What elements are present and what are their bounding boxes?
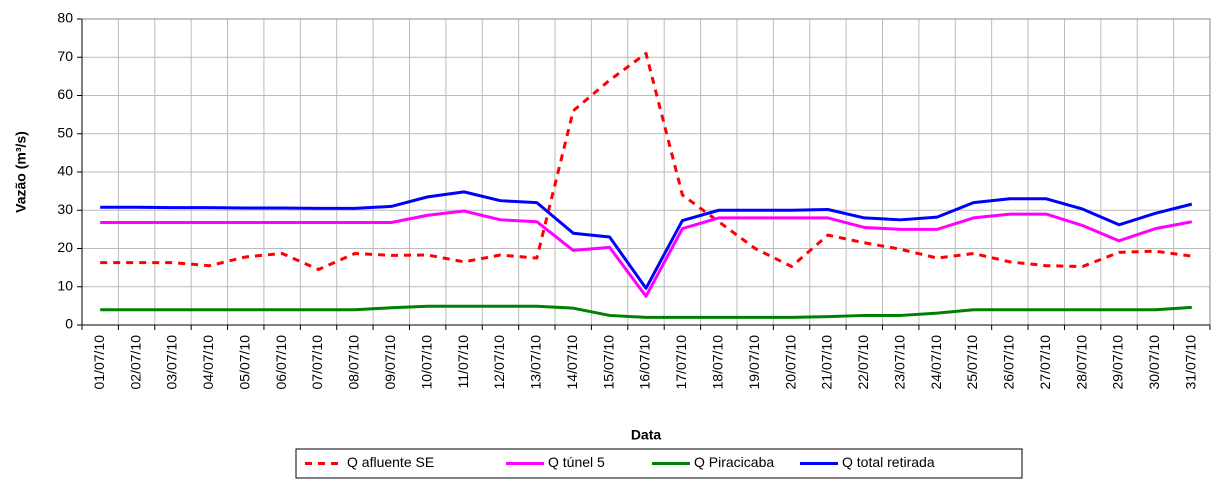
x-tick-label: 30/07/10 [1146, 335, 1162, 390]
x-tick-label: 03/07/10 [164, 335, 180, 390]
x-tick-label: 02/07/10 [127, 335, 143, 390]
y-tick-label: 20 [57, 239, 73, 255]
y-tick-label: 40 [57, 163, 73, 179]
y-axis-label: Vazão (m³/s) [13, 131, 29, 213]
x-tick-label: 31/07/10 [1183, 335, 1199, 390]
x-tick-label: 07/07/10 [309, 335, 325, 390]
legend-label: Q túnel 5 [548, 454, 605, 470]
x-tick-label: 28/07/10 [1073, 335, 1089, 390]
x-tick-label: 26/07/10 [1001, 335, 1017, 390]
x-tick-label: 05/07/10 [236, 335, 252, 390]
x-tick-label: 21/07/10 [819, 335, 835, 390]
series-line [100, 304, 1192, 319]
x-tick-label: 04/07/10 [200, 335, 216, 390]
x-tick-label: 22/07/10 [855, 335, 871, 390]
y-tick-label: 80 [57, 10, 73, 26]
x-tick-label: 14/07/10 [564, 335, 580, 390]
x-axis-label: Data [631, 427, 662, 443]
series-line [100, 190, 1193, 290]
x-tick-label: 18/07/10 [709, 335, 725, 390]
x-tick-label: 06/07/10 [273, 335, 289, 390]
x-tick-label: 13/07/10 [528, 335, 544, 390]
x-tick-label: 15/07/10 [600, 335, 616, 390]
y-tick-label: 60 [57, 86, 73, 102]
series-line [100, 51, 1193, 272]
legend-label: Q Piracicaba [694, 454, 774, 470]
legend-label: Q afluente SE [347, 454, 434, 470]
x-tick-label: 29/07/10 [1110, 335, 1126, 390]
x-tick-label: 27/07/10 [1037, 335, 1053, 390]
x-tick-label: 09/07/10 [382, 335, 398, 390]
legend-label: Q total retirada [842, 454, 935, 470]
y-tick-label: 10 [57, 277, 73, 293]
y-tick-label: 50 [57, 124, 73, 140]
y-tick-label: 30 [57, 201, 73, 217]
x-tick-label: 17/07/10 [673, 335, 689, 390]
y-tick-label: 70 [57, 48, 73, 64]
series-line [100, 209, 1193, 298]
x-tick-label: 19/07/10 [746, 335, 762, 390]
x-tick-label: 23/07/10 [891, 335, 907, 390]
x-tick-label: 01/07/10 [91, 335, 107, 390]
x-tick-label: 11/07/10 [455, 335, 471, 389]
x-tick-label: 08/07/10 [346, 335, 362, 390]
x-tick-label: 16/07/10 [637, 335, 653, 390]
x-tick-label: 24/07/10 [928, 335, 944, 390]
y-tick-label: 0 [65, 316, 73, 332]
x-tick-label: 20/07/10 [782, 335, 798, 390]
x-tick-label: 10/07/10 [418, 335, 434, 390]
x-tick-label: 12/07/10 [491, 335, 507, 390]
x-tick-label: 25/07/10 [964, 335, 980, 390]
